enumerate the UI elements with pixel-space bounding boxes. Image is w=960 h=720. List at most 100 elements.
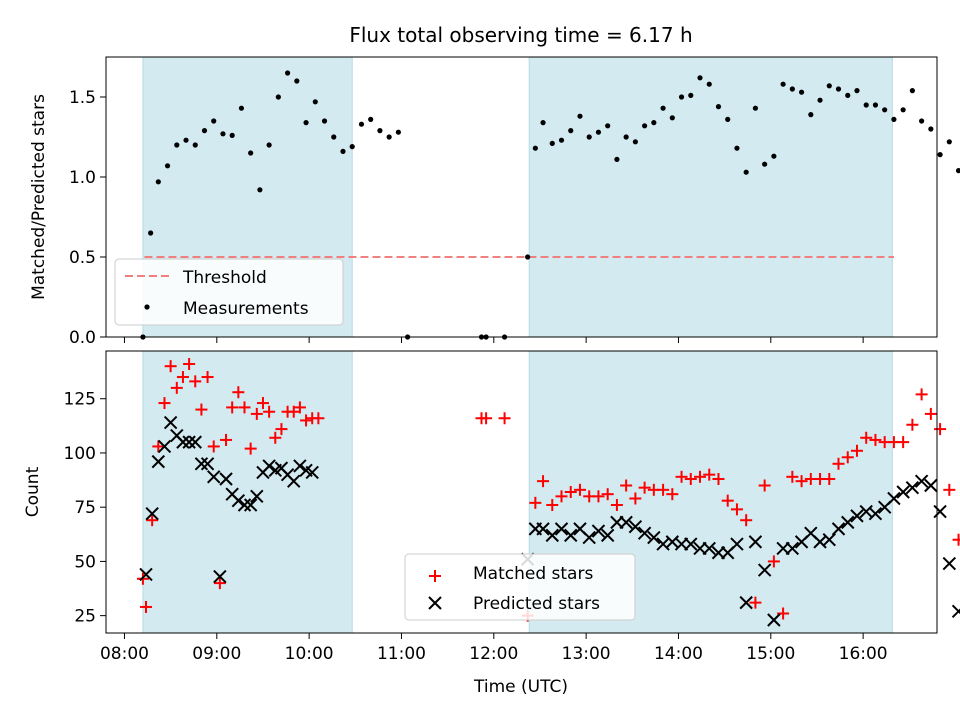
measurement-point [586, 134, 592, 140]
chart-title: Flux total observing time = 6.17 h [349, 23, 692, 47]
predicted-star-point [591, 524, 606, 538]
measurement-point [340, 148, 346, 154]
measurements-legend-label: Measurements [183, 299, 309, 319]
predicted-star-point [200, 457, 215, 471]
x-axis-label: Time (UTC) [473, 677, 568, 697]
predicted-star-point [176, 435, 190, 449]
measurement-point [377, 128, 383, 134]
predicted-star-point [914, 474, 929, 488]
measurement-point [614, 156, 620, 162]
matched-star-point [269, 431, 282, 444]
measurement-point [395, 129, 401, 135]
measurement-point [955, 168, 960, 174]
measurement-point [808, 112, 814, 118]
measurement-point [605, 123, 611, 129]
predicted-star-point [237, 498, 252, 512]
matched-star-point [158, 397, 171, 410]
measurement-point [549, 140, 555, 146]
predicted-star-point [305, 465, 319, 480]
measurement-point [201, 128, 208, 134]
measurement-point [525, 254, 531, 260]
predicted-star-point [628, 520, 643, 534]
ratio-y-tick-label: 0.0 [69, 328, 96, 348]
predicted-star-point [868, 506, 883, 521]
predicted-star-point [748, 535, 763, 549]
x-tick-label: 09:00 [192, 644, 241, 664]
matched-star-point [183, 358, 196, 371]
matched-star-point [620, 479, 633, 492]
count-y-tick-label: 75 [74, 498, 96, 518]
measurement-point [540, 120, 546, 126]
matched-star-point [906, 418, 919, 431]
measurement-point [183, 137, 189, 143]
measurement-point [358, 121, 365, 127]
measurement-point [321, 118, 328, 124]
measurement-point [863, 102, 869, 108]
matched-star-point [480, 412, 493, 425]
predicted-star-point [933, 504, 947, 519]
predicted-legend-marker [428, 596, 442, 610]
matched-star-point [170, 381, 183, 394]
ratio-y-tick-label: 1.0 [69, 168, 96, 188]
observing-interval-2 [528, 56, 893, 338]
matched-star-point [915, 388, 928, 401]
measurement-point [798, 89, 805, 95]
measurement-point [211, 118, 217, 124]
measurement-point [900, 107, 906, 113]
count-y-tick-label: 125 [64, 390, 96, 410]
measurement-point [266, 142, 272, 148]
matched-star-point [564, 486, 577, 498]
measurement-point [632, 139, 638, 145]
predicted-star-point [739, 595, 753, 610]
measurement-point [715, 104, 722, 110]
matched-star-point [767, 555, 780, 568]
predicted-star-point [730, 537, 744, 551]
predicted-star-point [262, 459, 276, 473]
matched-star-point [546, 499, 559, 512]
count-y-tick-label: 25 [74, 607, 96, 627]
matched-star-point [213, 577, 226, 590]
matched-star-point [629, 492, 642, 505]
matched-star-point [823, 472, 836, 485]
measurement-point [762, 161, 768, 167]
measurement-point [909, 88, 915, 94]
predicted-star-point [250, 489, 264, 504]
matched-star-point [275, 423, 288, 436]
predicted-star-point [767, 613, 781, 627]
matched-star-point [152, 440, 165, 453]
measurement-point [229, 132, 235, 138]
matched-star-point [537, 475, 550, 488]
measurement-point [882, 107, 888, 113]
matched-star-point [703, 468, 716, 481]
count-y-tick-label: 100 [64, 444, 96, 464]
matched-star-point [832, 457, 845, 470]
matched-star-point [300, 414, 313, 427]
predicted-star-point [194, 457, 209, 471]
measurement-point [789, 86, 795, 92]
measurement-point [349, 144, 355, 150]
predicted-star-point [942, 556, 957, 571]
measurement-point [919, 118, 925, 124]
x-tick-label: 13:00 [562, 644, 611, 664]
measurement-point [284, 70, 291, 76]
x-tick-label: 15:00 [746, 644, 795, 664]
matched-star-point [201, 371, 214, 384]
matched-star-point [195, 403, 208, 416]
matched-star-point [220, 433, 233, 446]
measurement-point [312, 99, 318, 105]
predicted-star-point [684, 537, 698, 551]
ratio-panel: 0.0 0.5 1.0 1.5 Matched/Predicted stars Thr… [29, 56, 960, 348]
measurement-point [303, 120, 309, 126]
predicted-star-point [582, 530, 596, 545]
matched-star-point [841, 451, 854, 464]
matched-star-point [740, 514, 753, 527]
matched-star-point [287, 405, 300, 418]
predicted-star-point [554, 522, 569, 536]
predicted-star-point [887, 491, 901, 506]
matched-star-point [897, 436, 910, 449]
matched-star-point [263, 405, 276, 418]
measurement-point [752, 105, 759, 111]
matched-star-point [610, 499, 623, 512]
matched-star-point [592, 490, 605, 503]
